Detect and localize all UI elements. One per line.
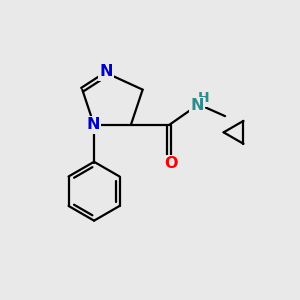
Text: N: N — [87, 118, 100, 133]
Text: N: N — [190, 98, 204, 113]
Text: N: N — [99, 64, 112, 80]
Text: O: O — [164, 156, 177, 171]
Text: H: H — [198, 92, 210, 106]
